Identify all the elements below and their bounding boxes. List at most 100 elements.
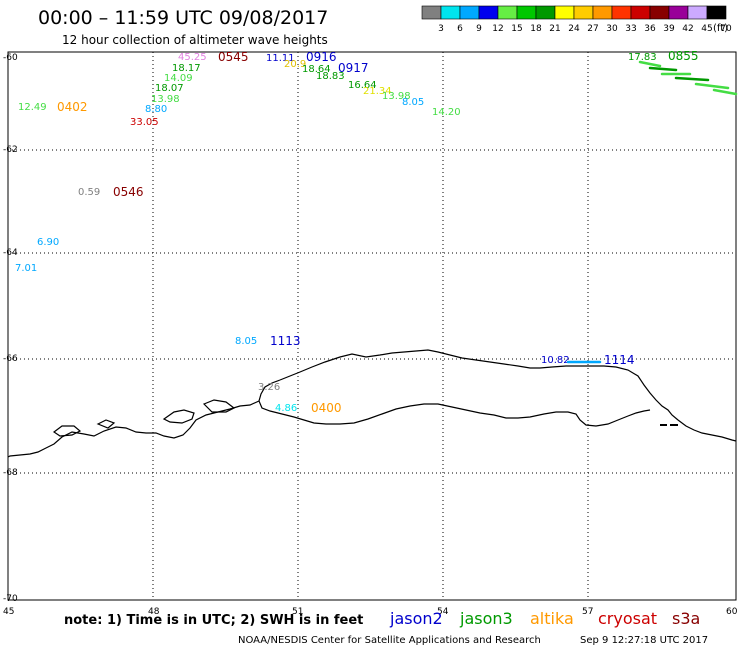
legend-tick-label: 30 [606, 24, 618, 34]
legend-swatch [535, 5, 556, 20]
map-frame [7, 51, 737, 601]
legend-swatch [573, 5, 594, 20]
legend-swatches [421, 5, 727, 20]
island-1 [162, 409, 195, 424]
pass-time-label: 0916 [306, 50, 337, 64]
swh-reading: 21.34 [363, 86, 392, 97]
satellite-cryosat: cryosat [598, 609, 657, 628]
legend-swatch [687, 5, 708, 20]
swh-reading: 33.05 [130, 117, 159, 128]
footer-note: note: 1) Time is in UTC; 2) SWH is in fe… [64, 613, 363, 628]
swh-reading: 4.86 [275, 403, 297, 414]
swh-reading: 45.25 [178, 52, 207, 63]
legend-swatch [554, 5, 575, 20]
wave-height-observations: 45.25 0545 11.11 0916 20.9 18.17 14.09 1… [15, 49, 699, 415]
swh-reading: 3.26 [258, 382, 280, 393]
legend-tick-label: 45 [701, 24, 712, 34]
pass-time-label: 1114 [604, 353, 635, 367]
satellite-s3a: s3a [672, 609, 700, 628]
legend-tick-label: 18 [530, 24, 542, 34]
pass-time-label: 0855 [668, 49, 699, 63]
lon-label-60: 60 [726, 607, 738, 617]
legend-tick-label: 9 [476, 24, 482, 34]
pass-time-label: 0545 [218, 50, 249, 64]
track-marks-east [566, 60, 738, 364]
swh-reading: 13.98 [382, 91, 411, 102]
legend-swatch [649, 5, 670, 20]
track-mark [712, 88, 738, 96]
swh-reading: 18.07 [155, 83, 184, 94]
lat-label-60: -60 [3, 53, 18, 63]
swh-reading: 8.05 [402, 97, 424, 108]
swh-reading: 16.64 [348, 80, 377, 91]
coastline-bay [258, 379, 651, 427]
legend-swatch [497, 5, 518, 20]
lat-label-66: -66 [3, 354, 18, 364]
swh-reading: 8.05 [235, 336, 257, 347]
lon-label-57: 57 [582, 607, 593, 617]
legend-tick-label: 12 [492, 24, 503, 34]
swh-reading: 7.01 [15, 263, 37, 274]
pass-time-label: 0400 [311, 401, 342, 415]
legend-swatch [478, 5, 499, 20]
wave-height-legend: 3 6 9 12 15 18 21 24 27 30 33 36 39 42 45 70 (ft) [421, 5, 732, 34]
island-4 [96, 419, 116, 429]
graticule [8, 52, 736, 600]
swh-reading: 0.59 [78, 187, 100, 198]
track-mark [638, 60, 662, 68]
pass-time-label: 0546 [113, 185, 144, 199]
legend-tick-label: 42 [682, 24, 693, 34]
legend-tick-label: 27 [587, 24, 598, 34]
coastline [279, 349, 737, 442]
legend-swatch [668, 5, 689, 20]
legend-swatch [611, 5, 632, 20]
pass-time-label: 0402 [57, 100, 88, 114]
island-3 [52, 425, 82, 437]
swh-reading: 18.64 [302, 64, 331, 75]
lon-label-48: 48 [148, 607, 160, 617]
legend-tick-label: 21 [549, 24, 560, 34]
lon-label-45: 45 [3, 607, 14, 617]
lat-label-64: -64 [3, 248, 18, 258]
satellite-jason2: jason2 [389, 609, 443, 628]
lat-label-70: -70 [3, 594, 18, 604]
swh-reading: 17.83 [628, 52, 657, 63]
legend-swatch [516, 5, 537, 20]
legend-tick-label: 6 [457, 24, 463, 34]
legend-tick-label: 33 [625, 24, 636, 34]
swh-reading: 14.20 [432, 107, 461, 118]
legend-labels: 3 6 9 12 15 18 21 24 27 30 33 36 39 42 45 70 [438, 24, 732, 34]
legend-swatch [459, 5, 480, 20]
satellite-altika: altika [530, 609, 574, 628]
satellite-jason3: jason3 [459, 609, 513, 628]
legend-swatch [421, 5, 442, 20]
legend-tick-label: 36 [644, 24, 656, 34]
track-mark [694, 82, 730, 90]
legend-tick-label: 70 [720, 24, 732, 34]
legend-swatch [592, 5, 613, 20]
legend-swatch [706, 5, 727, 20]
swh-reading: 20.9 [284, 59, 306, 70]
swh-reading: 18.17 [172, 63, 201, 74]
map-title: 00:00 – 11:59 UTC 09/08/2017 [38, 7, 328, 29]
track-mark [648, 66, 678, 72]
legend-tick-label: 15 [511, 24, 522, 34]
footer-timestamp: Sep 9 12:27:18 UTC 2017 [580, 635, 708, 646]
swh-reading: 10.82 [541, 355, 570, 366]
swh-reading: 6.90 [37, 237, 59, 248]
island-2 [202, 399, 236, 413]
swh-reading: 18.83 [316, 71, 345, 82]
legend-tick-label: 24 [568, 24, 580, 34]
coastline-west [7, 400, 260, 458]
lat-label-68: -68 [3, 468, 18, 478]
lon-label-54: 54 [437, 607, 449, 617]
track-mark [674, 76, 710, 82]
legend-unit: (ft) [713, 23, 728, 34]
map-subtitle: 12 hour collection of altimeter wave hei… [62, 33, 328, 47]
swh-reading: 14.09 [164, 73, 193, 84]
pass-time-label: 1113 [270, 334, 301, 348]
legend-tick-label: 39 [663, 24, 675, 34]
footer-credit: NOAA/NESDIS Center for Satellite Applica… [238, 635, 541, 646]
satellite-legend: jason2 jason3 altika cryosat s3a [389, 609, 700, 628]
